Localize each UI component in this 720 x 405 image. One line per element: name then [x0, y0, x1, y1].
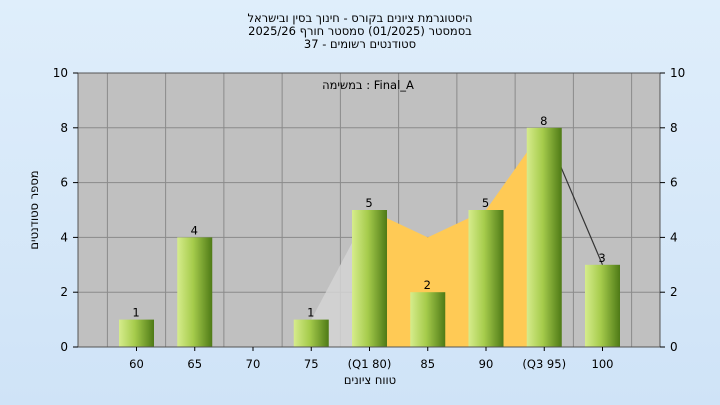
y-tick-label-left: 8	[60, 121, 68, 135]
y-tick-label-right: 8	[670, 121, 678, 135]
bar-60	[119, 319, 154, 347]
value-label: 1	[307, 306, 314, 320]
y-axis-title: מספר סטודנטים	[27, 170, 41, 249]
value-label: 5	[365, 196, 372, 210]
y-tick-label-right: 10	[670, 66, 685, 80]
y-tick-label-left: 10	[53, 66, 68, 80]
x-tick-label: 65	[187, 357, 202, 371]
bar-65	[177, 237, 213, 347]
x-tick-label: 70	[246, 357, 261, 371]
chart-title: היסטוגרמת ציונים בקורס - חינוך בסין וביש…	[247, 11, 472, 51]
x-axis-title: טווח ציונים	[344, 373, 396, 387]
x-tick-label: (Q3 95)	[522, 357, 566, 371]
y-tick-label-left: 6	[60, 176, 68, 190]
x-tick-label: 100	[592, 357, 614, 371]
y-tick-label-right: 6	[670, 176, 678, 190]
bar-100	[585, 264, 620, 347]
value-label: 4	[191, 223, 198, 237]
title-line-3: סטודנטים רשומים - 37	[304, 37, 416, 51]
y-tick-label-left: 2	[60, 285, 68, 299]
bar-85	[410, 292, 446, 347]
x-tick-label: 60	[129, 357, 144, 371]
x-tick-label: 90	[479, 357, 494, 371]
x-tick-label: 85	[420, 357, 435, 371]
y-tick-label-right: 2	[670, 285, 678, 299]
y-tick-label-right: 0	[670, 340, 678, 354]
bar-(Q1 80)	[352, 210, 387, 347]
bar-90	[468, 210, 504, 347]
title-line-1: היסטוגרמת ציונים בקורס - חינוך בסין וביש…	[247, 11, 472, 25]
y-tick-label-left: 4	[60, 230, 68, 244]
value-label: 8	[540, 114, 547, 128]
bar-75	[293, 319, 329, 347]
title-line-2: בסמסטר (01/2025) סמסטר חורף 2025/26	[248, 24, 472, 38]
y-tick-label-left: 0	[60, 340, 68, 354]
y-tick-label-right: 4	[670, 230, 678, 244]
x-tick-label: (Q1 80)	[348, 357, 392, 371]
value-label: 5	[482, 196, 489, 210]
value-label: 1	[132, 306, 139, 320]
plot-area: 1 4 1 5 2 5 8 3	[77, 72, 661, 348]
bar-(Q3 95)	[526, 127, 562, 347]
value-label: 2	[424, 278, 431, 292]
x-tick-label: 75	[304, 357, 319, 371]
annotation-label: במשימה : Final_A	[322, 78, 414, 92]
value-label: 3	[598, 251, 605, 265]
